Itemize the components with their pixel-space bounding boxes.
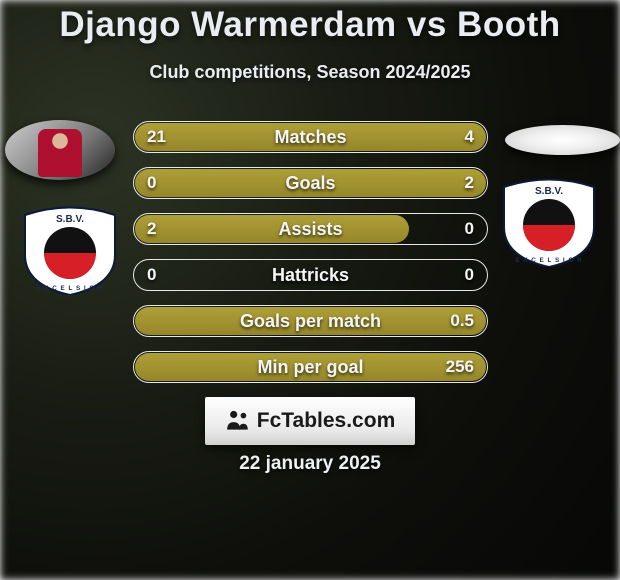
stat-outline — [133, 351, 488, 383]
stat-left-value: 0 — [147, 167, 156, 199]
stat-row-hattricks: 0 0 Hattricks — [133, 259, 488, 291]
infographic-root: Django Warmerdam vs Booth Club competiti… — [0, 0, 620, 580]
stats-bars: 21 4 Matches 0 2 Goals 2 0 Assists 0 0 H… — [133, 121, 488, 397]
stat-left-value: 2 — [147, 213, 156, 245]
stat-row-goals: 0 2 Goals — [133, 167, 488, 199]
stat-outline — [133, 305, 488, 337]
page-title: Django Warmerdam vs Booth — [0, 5, 620, 45]
source-label: FcTables.com — [257, 409, 396, 433]
stat-outline — [133, 213, 488, 245]
stat-outline — [133, 167, 488, 199]
stat-left-value: 21 — [147, 121, 166, 153]
player-left-portrait — [5, 120, 115, 180]
stat-outline — [133, 121, 488, 153]
svg-text:S.B.V.: S.B.V. — [535, 186, 563, 197]
stat-row-assists: 2 0 Assists — [133, 213, 488, 245]
club-badge-left: S.B.V. E X C E L S I O R — [20, 205, 120, 295]
svg-text:S.B.V.: S.B.V. — [56, 214, 84, 225]
stat-right-value: 4 — [465, 121, 474, 153]
club-badge-right: S.B.V. E X C E L S I O R — [499, 177, 599, 267]
subtitle: Club competitions, Season 2024/2025 — [0, 62, 620, 83]
stat-right-value: 0.5 — [450, 305, 474, 337]
date: 22 january 2025 — [0, 453, 620, 475]
stat-right-value: 0 — [465, 213, 474, 245]
stat-row-min-per-goal: 256 Min per goal — [133, 351, 488, 383]
player-right-portrait — [505, 125, 620, 155]
stat-right-value: 256 — [446, 351, 474, 383]
source-banner: FcTables.com — [205, 397, 415, 445]
svg-text:E X C E L S I O R: E X C E L S I O R — [515, 257, 582, 264]
stat-outline — [133, 259, 488, 291]
stat-row-matches: 21 4 Matches — [133, 121, 488, 153]
stat-left-value: 0 — [147, 259, 156, 291]
stat-row-goals-per-match: 0.5 Goals per match — [133, 305, 488, 337]
stat-right-value: 0 — [465, 259, 474, 291]
stat-right-value: 2 — [465, 167, 474, 199]
two-people-icon — [225, 408, 251, 434]
svg-text:E X C E L S I O R: E X C E L S I O R — [36, 285, 103, 292]
